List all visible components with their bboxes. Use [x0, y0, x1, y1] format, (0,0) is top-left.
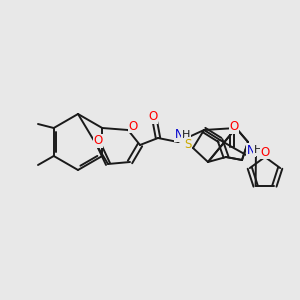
Text: O: O	[148, 110, 158, 124]
Text: N: N	[175, 128, 183, 142]
Text: O: O	[260, 146, 270, 158]
Text: O: O	[93, 134, 103, 148]
Text: H: H	[182, 130, 190, 140]
Text: N: N	[247, 143, 255, 157]
Text: O: O	[230, 121, 238, 134]
Text: O: O	[128, 119, 138, 133]
Text: H: H	[254, 145, 262, 155]
Text: S: S	[184, 137, 192, 151]
